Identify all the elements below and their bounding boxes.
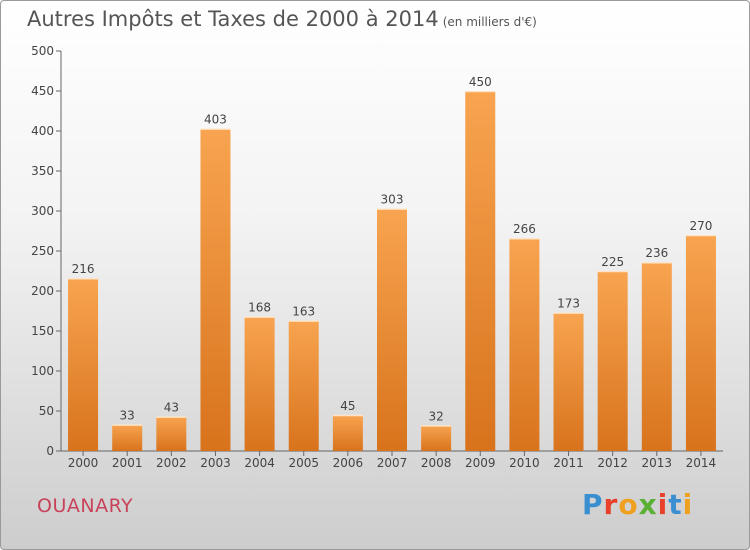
x-tick-label: 2014: [686, 456, 717, 470]
y-tick-label: 200: [31, 284, 54, 298]
x-tick-label: 2001: [112, 456, 143, 470]
y-tick-label: 500: [31, 44, 54, 58]
bar: [68, 278, 99, 451]
bar: [685, 235, 716, 451]
bar: [597, 271, 628, 451]
x-tick-label: 2005: [288, 456, 319, 470]
bar: [156, 416, 187, 451]
bar: [332, 415, 363, 451]
x-tick-label: 2010: [509, 456, 540, 470]
chart-title: Autres Impôts et Taxes de 2000 à 2014 (en…: [27, 7, 537, 31]
bar-data-label: 216: [72, 262, 95, 276]
bar-data-label: 32: [428, 409, 443, 423]
logo-letter: x: [638, 488, 658, 521]
logo-letter: t: [668, 488, 683, 521]
bar: [509, 238, 540, 451]
bar-data-label: 270: [689, 219, 712, 233]
bar-data-label: 236: [645, 246, 668, 260]
x-tick-label: 2007: [377, 456, 408, 470]
chart-subtitle: (en milliers d'€): [442, 15, 537, 29]
x-tick-label: 2004: [244, 456, 275, 470]
chart-title-text: Autres Impôts et Taxes de 2000 à 2014: [27, 7, 439, 31]
bar: [244, 316, 275, 451]
bar: [112, 424, 143, 451]
bar-data-label: 450: [469, 75, 492, 89]
x-tick-label: 2008: [421, 456, 452, 470]
y-tick-label: 150: [31, 324, 54, 338]
x-tick-label: 2009: [465, 456, 496, 470]
bar-data-label: 43: [164, 401, 179, 415]
x-tick-label: 2013: [642, 456, 673, 470]
y-tick-label: 100: [31, 364, 54, 378]
y-tick-label: 350: [31, 164, 54, 178]
bar-data-label: 225: [601, 255, 624, 269]
bar-data-label: 163: [292, 305, 315, 319]
bar: [641, 262, 672, 451]
bar: [377, 208, 407, 451]
x-tick-label: 2002: [156, 456, 187, 470]
bar: [200, 128, 231, 451]
logo-letter: P: [582, 488, 604, 521]
bar: [465, 91, 496, 451]
bar: [288, 320, 319, 451]
bar-data-label: 173: [557, 297, 580, 311]
bar-data-label: 266: [513, 222, 536, 236]
x-tick-label: 2006: [333, 456, 364, 470]
y-tick-label: 300: [31, 204, 54, 218]
bar: [553, 312, 584, 451]
logo-letter: i: [682, 488, 694, 521]
commune-name: OUANARY: [37, 495, 134, 517]
x-tick-label: 2012: [597, 456, 628, 470]
y-tick-label: 0: [46, 444, 54, 458]
y-tick-label: 250: [31, 244, 54, 258]
bar-data-label: 45: [340, 399, 355, 413]
y-tick-label: 50: [39, 404, 54, 418]
bar-data-label: 303: [381, 193, 404, 207]
x-tick-label: 2003: [200, 456, 231, 470]
bar-data-label: 168: [248, 301, 271, 315]
logo-letter: i: [657, 488, 669, 521]
x-tick-label: 2011: [553, 456, 584, 470]
bar-data-label: 403: [204, 113, 227, 127]
bar: [421, 425, 452, 451]
bar-data-label: 33: [120, 409, 135, 423]
logo-letter: o: [618, 488, 639, 521]
proxiti-logo[interactable]: Proxiti: [582, 488, 693, 521]
y-tick-label: 400: [31, 124, 54, 138]
logo-letter: r: [603, 488, 619, 521]
x-tick-label: 2000: [68, 456, 99, 470]
y-tick-label: 450: [31, 84, 54, 98]
